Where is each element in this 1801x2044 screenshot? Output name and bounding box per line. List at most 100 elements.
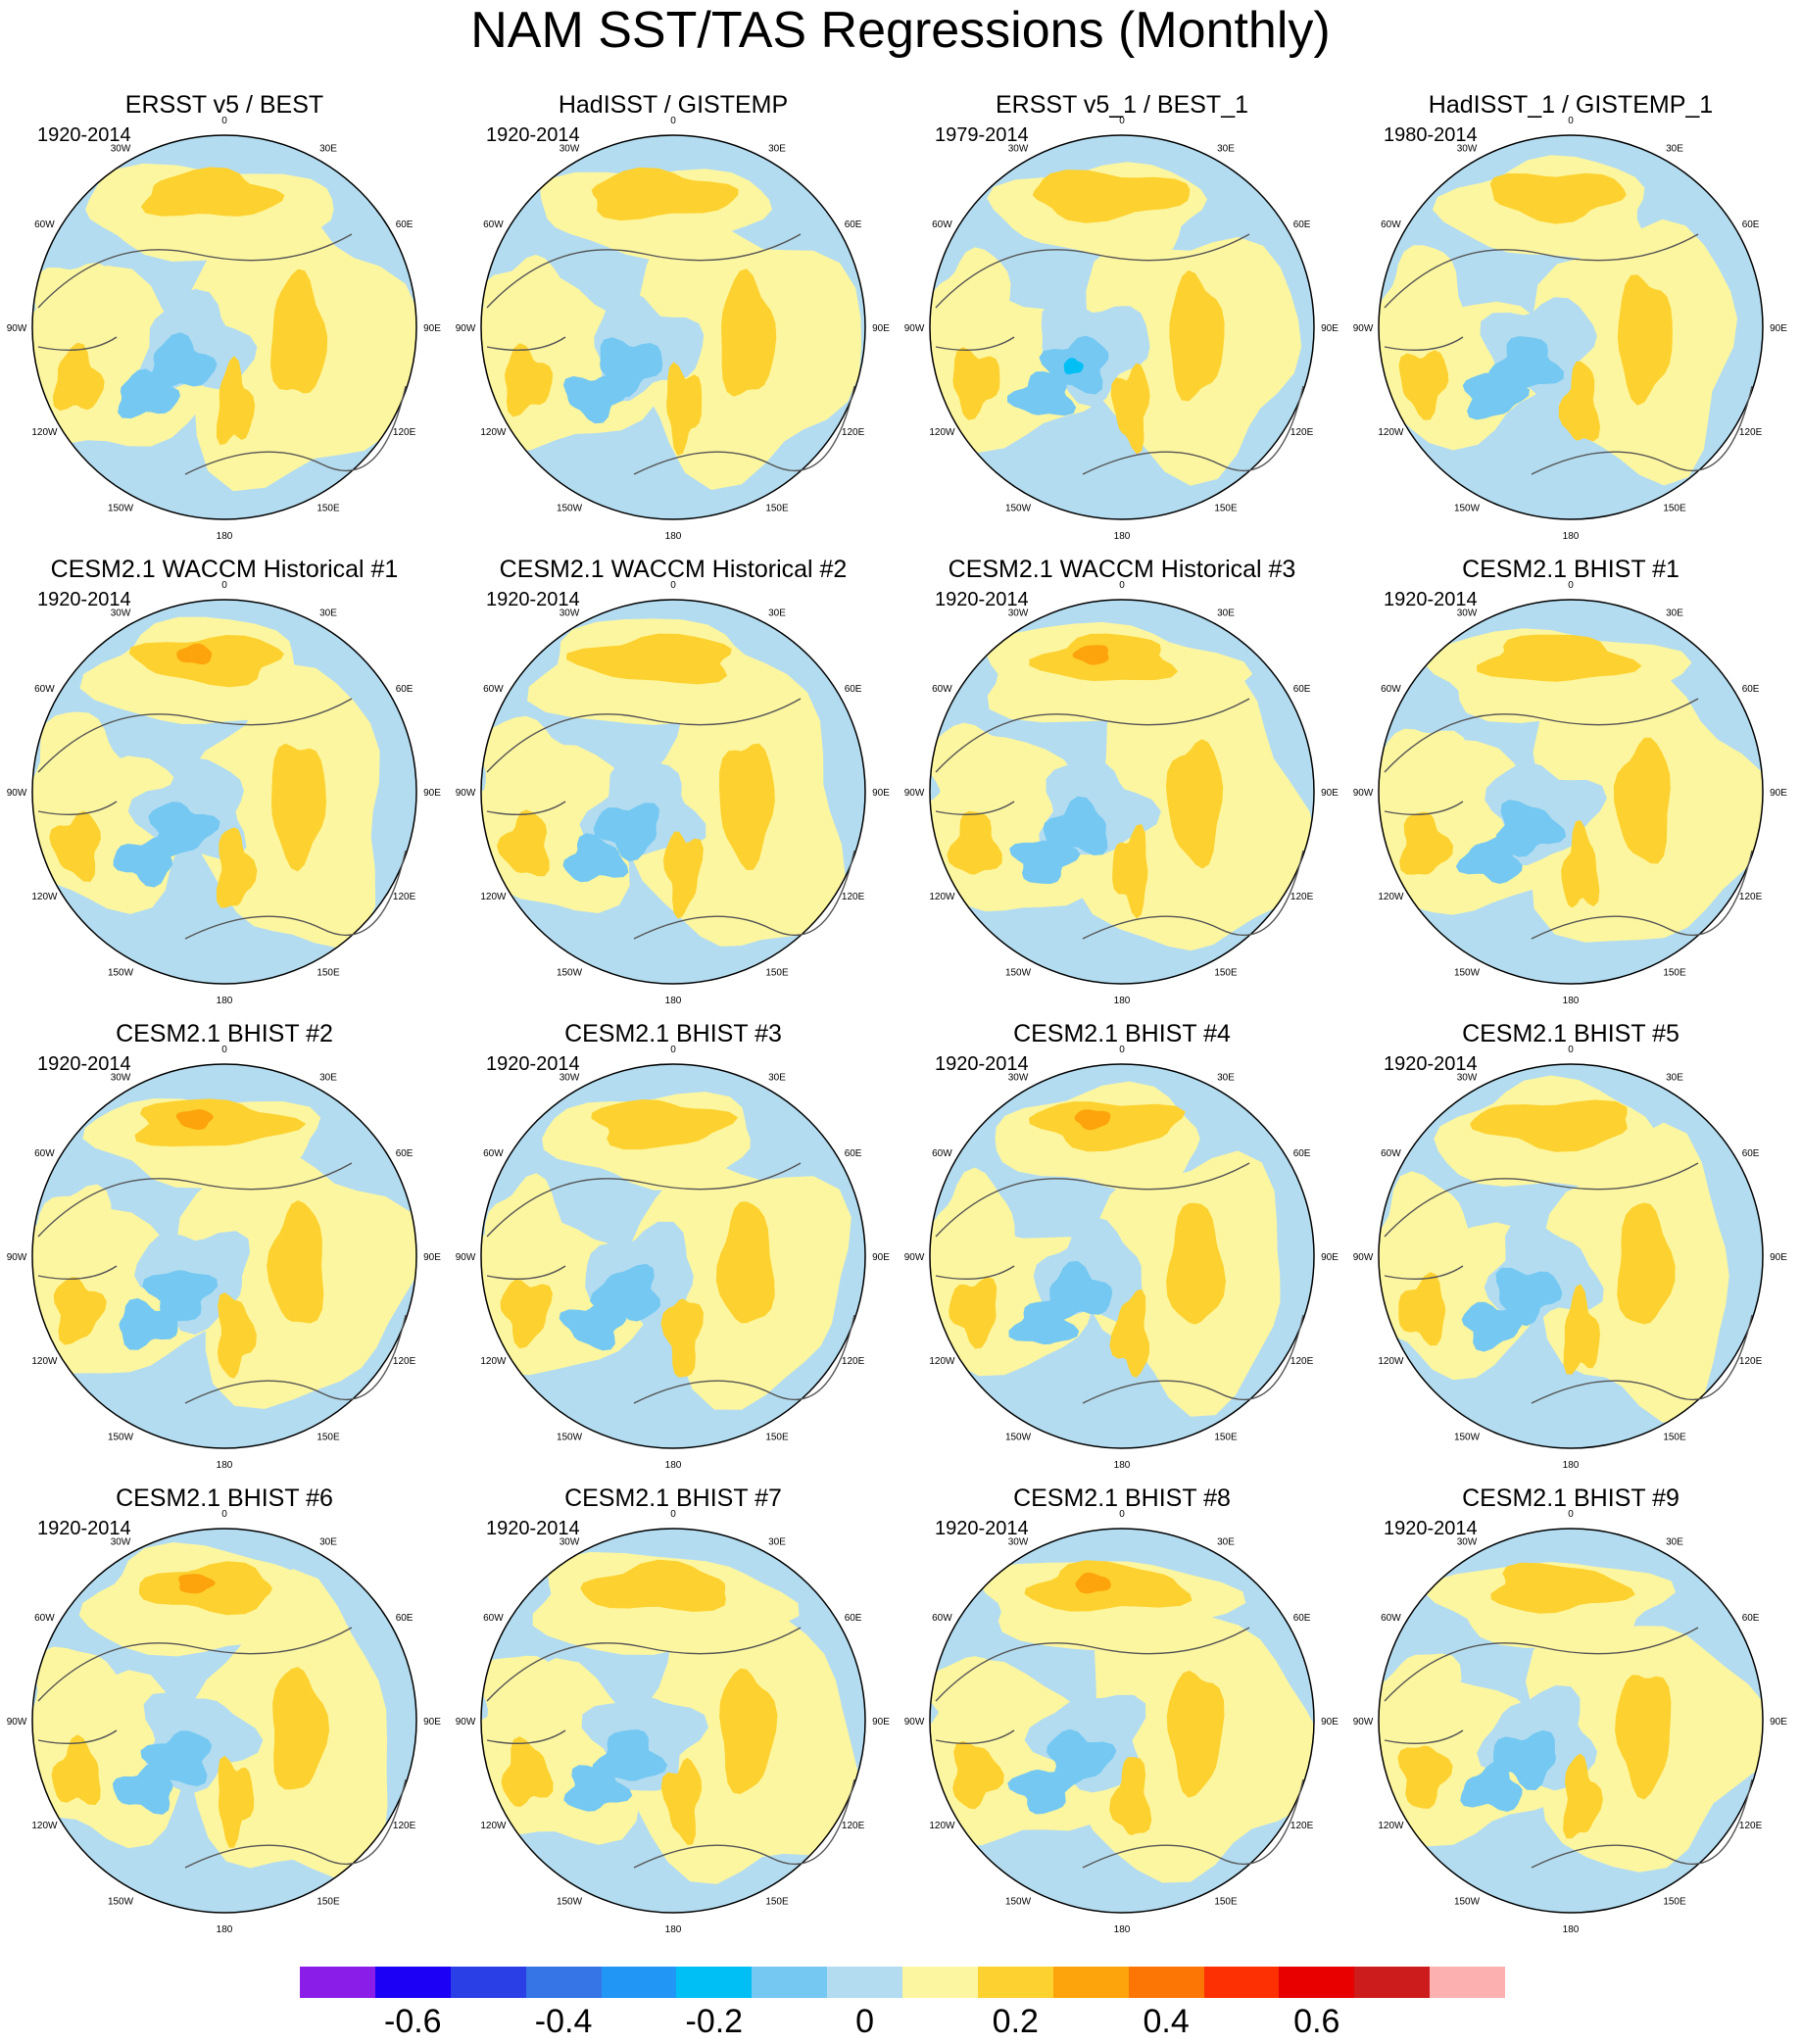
coastline [1384, 698, 1753, 940]
longitude-label: 150W [1005, 968, 1032, 979]
longitude-label: 60E [1742, 684, 1760, 695]
longitude-label: 150E [1214, 1897, 1238, 1908]
panel-title: CESM2.1 BHIST #9 [1462, 1484, 1679, 1512]
longitude-label: 120W [31, 892, 58, 902]
regression-field [930, 600, 1314, 984]
regression-field [32, 600, 416, 984]
polar-map: 180 150E 120E 90E 60E 30E 0 30W 60W 90W 120W 150W [1353, 1509, 1788, 1935]
longitude-label: 180 [1563, 1460, 1580, 1471]
panel-period: 1920-2014 [486, 1053, 580, 1075]
longitude-label: 120W [480, 427, 507, 438]
longitude-label: 0 [1568, 116, 1574, 126]
longitude-label: 90E [423, 1717, 441, 1728]
longitude-label: 90W [456, 1717, 476, 1728]
longitude-label: 180 [217, 531, 233, 542]
longitude-label: 150W [108, 1897, 134, 1908]
longitude-label: 90W [904, 1717, 925, 1728]
longitude-label: 180 [1563, 531, 1580, 542]
longitude-label: 90E [1770, 323, 1787, 334]
longitude-label: 0 [670, 1045, 676, 1055]
longitude-label: 120W [31, 1821, 58, 1831]
longitude-label: 120E [1739, 1356, 1763, 1367]
regression-field [481, 135, 865, 519]
longitude-label: 60E [1742, 1613, 1760, 1624]
longitude-label: 180 [1563, 996, 1580, 1006]
longitude-label: 120W [929, 1356, 955, 1367]
longitude-label: 30E [319, 608, 337, 618]
longitude-label: 180 [217, 996, 233, 1006]
longitude-label: 60W [932, 684, 952, 695]
longitude-label: 60W [483, 684, 504, 695]
longitude-label: 60E [396, 684, 414, 695]
longitude-label: 0 [670, 580, 676, 591]
longitude-label: 120E [1739, 1821, 1763, 1831]
regression-field [930, 1064, 1314, 1448]
colorbar-tick-label: 0.6 [1293, 2003, 1340, 2040]
longitude-label: 60W [932, 1148, 952, 1159]
longitude-label: 30E [319, 1536, 337, 1547]
longitude-label: 90W [7, 323, 27, 334]
longitude-label: 30W [111, 1072, 131, 1083]
colorbar-swatch [300, 1967, 375, 1998]
panel-title: CESM2.1 BHIST #8 [1013, 1484, 1231, 1512]
longitude-label: 30W [1457, 608, 1478, 618]
longitude-label: 30E [1217, 1536, 1235, 1547]
longitude-label: 90W [1353, 788, 1374, 799]
longitude-label: 90W [904, 788, 925, 799]
longitude-label: 120E [1290, 1356, 1314, 1367]
map-panel: CESM2.1 WACCM Historical #2 1920-2014 180 1… [449, 555, 898, 1017]
longitude-label: 120W [31, 427, 58, 438]
longitude-label: 150E [1214, 504, 1238, 514]
longitude-label: 150W [557, 504, 583, 514]
longitude-label: 120W [1378, 1821, 1404, 1831]
longitude-label: 30W [560, 1536, 580, 1547]
longitude-label: 90W [7, 1252, 27, 1263]
longitude-label: 0 [670, 1509, 676, 1520]
longitude-label: 90E [1770, 788, 1787, 799]
panel-title: HadISST_1 / GISTEMP_1 [1428, 91, 1714, 119]
longitude-label: 30E [1217, 608, 1235, 618]
panel-period: 1920-2014 [37, 1518, 131, 1539]
coastline [935, 1162, 1304, 1404]
longitude-label: 60E [1742, 1148, 1760, 1159]
longitude-label: 60W [1381, 684, 1401, 695]
longitude-label: 120W [1378, 1356, 1404, 1367]
longitude-label: 60E [845, 1148, 862, 1159]
longitude-label: 120W [929, 1821, 955, 1831]
coastline [1384, 1162, 1753, 1404]
panel-title: CESM2.1 BHIST #5 [1462, 1020, 1679, 1047]
longitude-label: 90E [423, 788, 441, 799]
longitude-label: 120E [1290, 427, 1314, 438]
longitude-label: 90E [1321, 1717, 1339, 1728]
longitude-label: 60E [1293, 1148, 1311, 1159]
longitude-label: 120E [842, 892, 865, 902]
longitude-label: 90E [1321, 323, 1339, 334]
colorbar-swatch [525, 1967, 602, 1998]
longitude-label: 150E [765, 968, 789, 979]
longitude-label: 30E [1666, 1536, 1683, 1547]
longitude-label: 60E [1293, 684, 1311, 695]
longitude-label: 30W [1457, 1072, 1478, 1083]
panel-period: 1920-2014 [1384, 1518, 1478, 1539]
longitude-label: 120W [1378, 427, 1404, 438]
longitude-label: 150E [316, 504, 340, 514]
longitude-label: 150W [108, 1433, 134, 1443]
longitude-label: 180 [1114, 1460, 1131, 1471]
panel-title: CESM2.1 BHIST #4 [1013, 1020, 1231, 1047]
longitude-label: 30E [1666, 608, 1683, 618]
longitude-label: 90W [456, 323, 476, 334]
longitude-label: 90W [904, 1252, 925, 1263]
coastline [1384, 233, 1753, 475]
panel-title: CESM2.1 WACCM Historical #2 [499, 556, 848, 583]
longitude-label: 90E [423, 323, 441, 334]
longitude-label: 0 [1568, 1509, 1574, 1520]
longitude-label: 180 [665, 1460, 682, 1471]
longitude-label: 150E [316, 1433, 340, 1443]
longitude-label: 60E [396, 1148, 414, 1159]
map-panel: CESM2.1 BHIST #5 1920-2014 180 150E 120E 90E 6… [1346, 1019, 1795, 1482]
longitude-label: 0 [221, 116, 227, 126]
longitude-label: 60W [483, 1148, 504, 1159]
longitude-label: 90W [456, 788, 476, 799]
longitude-label: 120E [842, 427, 865, 438]
longitude-label: 30W [111, 1536, 131, 1547]
